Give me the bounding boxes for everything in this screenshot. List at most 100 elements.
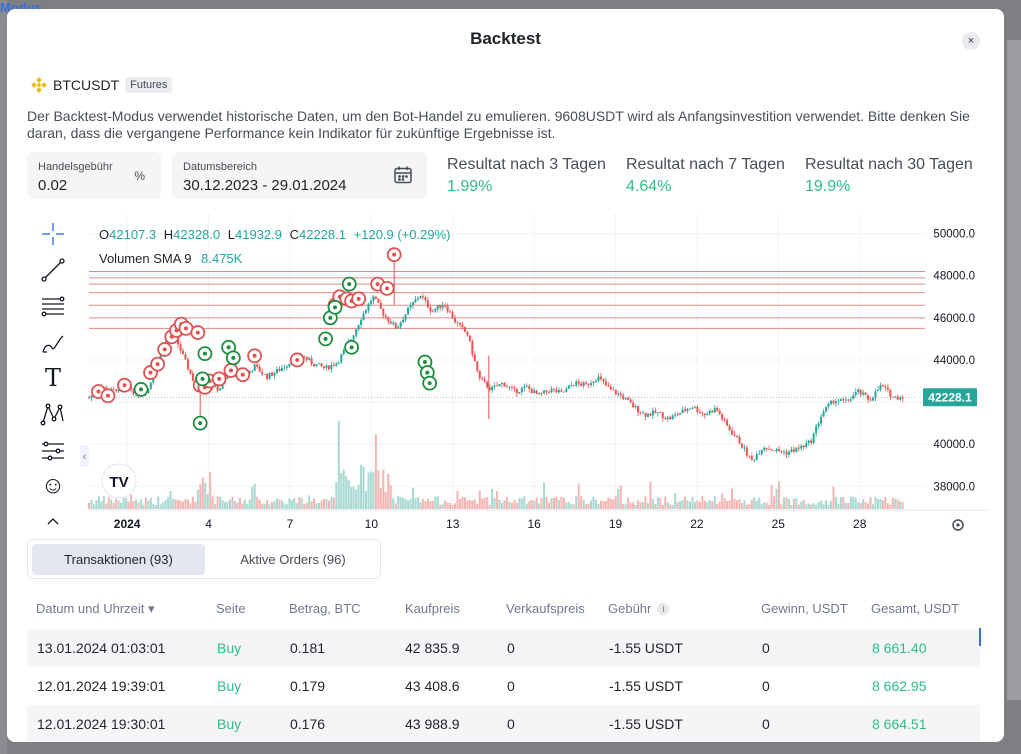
- candle-body: [837, 400, 840, 402]
- settings-gear-icon[interactable]: [952, 519, 964, 531]
- tab-active-orders[interactable]: Aktive Orders (96): [240, 552, 346, 567]
- volume-bar: [419, 502, 422, 509]
- volume-bar: [387, 473, 390, 509]
- volume-bar: [117, 500, 120, 509]
- buy-marker: [192, 415, 208, 431]
- chart-canvas[interactable]: 50000.048000.046000.044000.042000.040000…: [27, 209, 987, 531]
- volume-bar: [392, 498, 395, 509]
- col-total: Gesamt, USDT: [871, 601, 960, 616]
- collapse-toolbar-button[interactable]: ‹: [80, 445, 89, 467]
- volume-bar: [491, 488, 494, 509]
- col-date[interactable]: Datum und Uhrzeit ▾: [36, 601, 155, 616]
- candle-body: [535, 390, 538, 394]
- calendar-icon[interactable]: [393, 165, 413, 190]
- emoji-icon[interactable]: ☺: [40, 472, 66, 499]
- volume-bar: [760, 503, 763, 509]
- volume-bar: [147, 500, 150, 509]
- candle-body: [181, 350, 184, 355]
- volume-bar: [471, 500, 474, 509]
- tradingview-logo[interactable]: TV: [101, 463, 137, 499]
- candle-body: [889, 389, 892, 398]
- candle-body: [773, 450, 776, 452]
- table-row[interactable]: 12.01.2024 19:30:01 Buy 0.176 43 988.9 0…: [27, 705, 980, 742]
- candle-body: [179, 344, 182, 351]
- candle-body: [557, 390, 560, 393]
- candle-body: [642, 412, 645, 414]
- y-tick-label: 46000.0: [933, 313, 975, 325]
- candle-body: [451, 312, 454, 319]
- volume-bar: [446, 502, 449, 509]
- volume-bar: [493, 498, 496, 509]
- close-button[interactable]: ×: [962, 32, 980, 50]
- date-range-field[interactable]: Datumsbereich 30.12.2023 - 29.01.2024: [172, 152, 427, 199]
- sell-marker: [379, 280, 395, 296]
- volume-bar: [318, 502, 321, 509]
- volume-bar: [154, 504, 157, 509]
- volume-bar: [280, 500, 283, 509]
- backtest-modal: Backtest × BTCUSDT Futures Der Backtest-…: [7, 9, 1004, 742]
- candle-body: [609, 386, 612, 390]
- volume-bar: [701, 496, 704, 509]
- cell-side: Buy: [217, 640, 242, 656]
- result-value: 19.9%: [805, 178, 851, 195]
- candle-body: [392, 322, 395, 324]
- fib-icon[interactable]: [39, 292, 67, 320]
- volume-bar: [152, 504, 155, 509]
- fee-value[interactable]: 0.02: [38, 177, 68, 194]
- volume-bar: [293, 498, 296, 509]
- volume-bar: [780, 504, 783, 509]
- more-tools-icon[interactable]: [39, 514, 67, 528]
- text-icon[interactable]: T: [44, 364, 61, 392]
- candle-body: [508, 386, 511, 388]
- candle-body: [728, 425, 731, 431]
- trend-line-icon[interactable]: [39, 256, 67, 284]
- pattern-icon[interactable]: [39, 400, 67, 428]
- buy-marker-dot: [202, 351, 207, 356]
- table-row[interactable]: 12.01.2024 19:39:01 Buy 0.179 43 408.6 0…: [27, 667, 980, 705]
- volume-bar: [575, 496, 578, 509]
- date-range-value[interactable]: 30.12.2023 - 29.01.2024: [183, 177, 347, 194]
- sell-marker-dot: [122, 383, 127, 388]
- volume-bar: [795, 497, 798, 509]
- crosshair-icon[interactable]: [39, 220, 67, 248]
- brush-icon[interactable]: [39, 329, 67, 357]
- svg-text:42228.1: 42228.1: [928, 390, 972, 404]
- candle-body: [731, 430, 734, 435]
- volume-bar: [189, 503, 192, 509]
- volume-bar: [233, 501, 236, 509]
- candle-body: [483, 379, 486, 382]
- candle-body: [332, 364, 335, 366]
- volume-bar: [483, 497, 486, 509]
- tab-transactions[interactable]: Transaktionen (93): [32, 544, 205, 575]
- candle-body: [397, 327, 400, 329]
- measure-icon[interactable]: [39, 437, 67, 465]
- volume-bar: [713, 496, 716, 509]
- sell-marker-dot: [385, 286, 390, 291]
- volume-bar: [533, 500, 536, 509]
- volume-bar: [896, 499, 899, 509]
- fee-info-icon[interactable]: i: [657, 603, 670, 615]
- candle-body: [582, 382, 585, 386]
- volume-bar: [211, 496, 214, 509]
- volume-bar: [535, 497, 538, 509]
- volume-bar: [570, 504, 573, 509]
- candle-body: [595, 380, 598, 382]
- candle-body: [365, 310, 368, 314]
- volume-bar: [869, 496, 872, 509]
- volume-bar: [379, 488, 382, 509]
- volume-bar: [476, 503, 479, 509]
- candle-body: [562, 391, 565, 393]
- volume-bar: [436, 496, 439, 509]
- volume-bar: [632, 502, 635, 509]
- volume-bar: [167, 496, 170, 509]
- volume-bar: [510, 502, 513, 509]
- volume-bar: [775, 488, 778, 509]
- candle-body: [899, 397, 902, 400]
- table-row[interactable]: 13.01.2024 01:03:01 Buy 0.181 42 835.9 0…: [27, 629, 980, 667]
- candle-body: [874, 391, 877, 399]
- table-scrollbar[interactable]: [979, 628, 981, 646]
- symbol-row: BTCUSDT Futures: [31, 77, 173, 93]
- fee-field[interactable]: Handelsgebühr 0.02 %: [27, 152, 161, 199]
- price-chart[interactable]: 50000.048000.046000.044000.042000.040000…: [27, 209, 987, 531]
- volume-bar: [829, 501, 832, 509]
